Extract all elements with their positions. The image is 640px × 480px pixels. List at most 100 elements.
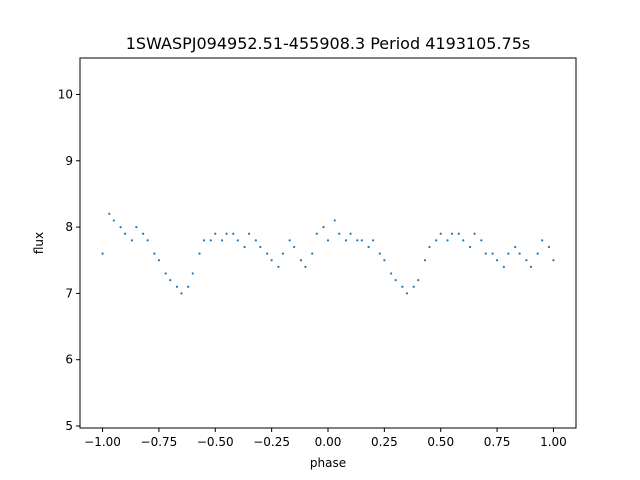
data-point xyxy=(536,252,539,255)
x-tick-label: 0.75 xyxy=(484,435,511,449)
data-point xyxy=(142,232,145,235)
data-point xyxy=(333,219,336,222)
data-point xyxy=(112,219,115,222)
data-point xyxy=(270,259,273,262)
data-point xyxy=(462,239,465,242)
data-point xyxy=(541,239,544,242)
data-point xyxy=(423,259,427,262)
data-point xyxy=(225,232,228,235)
data-point xyxy=(405,292,409,295)
data-point xyxy=(401,285,404,288)
data-point xyxy=(417,279,420,282)
data-point xyxy=(529,265,533,268)
x-tick-label: 0.50 xyxy=(427,435,454,449)
x-tick-label: 0.00 xyxy=(315,435,342,449)
data-point xyxy=(480,239,483,242)
data-point xyxy=(507,252,510,255)
data-point xyxy=(378,252,381,255)
data-point xyxy=(495,259,499,262)
x-axis: −1.00 −0.75 −0.50 −0.25 0.00 0.25 0.50 0.75 1.00 xyxy=(84,428,567,449)
data-point xyxy=(322,225,325,229)
data-point xyxy=(164,272,167,275)
data-point xyxy=(254,239,257,242)
data-point xyxy=(277,265,280,268)
data-point xyxy=(356,239,359,242)
data-point xyxy=(101,252,104,255)
data-point xyxy=(202,239,206,242)
data-point xyxy=(514,245,517,249)
data-point xyxy=(130,239,133,242)
data-point xyxy=(146,239,149,242)
data-point xyxy=(293,245,296,249)
chart-title: 1SWASPJ094952.51-455908.3 Period 4193105… xyxy=(126,34,531,53)
data-point xyxy=(457,232,460,235)
data-point xyxy=(439,232,442,235)
data-point xyxy=(525,259,528,262)
x-tick-label: −0.50 xyxy=(197,435,234,449)
data-point xyxy=(288,239,291,242)
y-tick-label: 7 xyxy=(65,286,73,300)
data-point xyxy=(169,279,172,282)
data-point xyxy=(338,232,341,235)
data-point xyxy=(259,245,262,249)
data-point xyxy=(157,259,161,262)
data-point xyxy=(315,232,318,235)
data-point xyxy=(394,279,397,282)
data-point xyxy=(191,272,194,275)
data-point xyxy=(232,232,235,235)
data-point xyxy=(360,239,363,242)
data-points xyxy=(101,212,555,295)
data-point xyxy=(450,232,454,235)
data-point xyxy=(243,245,246,249)
y-tick-label: 10 xyxy=(58,87,73,101)
data-point xyxy=(135,225,138,229)
x-tick-label: −0.25 xyxy=(253,435,290,449)
data-point xyxy=(281,252,285,255)
x-tick-label: −1.00 xyxy=(84,435,121,449)
data-point xyxy=(371,239,375,242)
data-point xyxy=(326,239,330,242)
data-point xyxy=(412,285,415,288)
y-axis-label: flux xyxy=(32,232,46,254)
data-point xyxy=(349,232,352,235)
data-point xyxy=(187,285,190,288)
y-tick-label: 6 xyxy=(65,353,73,367)
y-tick-label: 8 xyxy=(65,220,73,234)
data-point xyxy=(473,232,476,235)
data-point xyxy=(304,265,307,268)
data-point xyxy=(247,232,251,235)
data-point xyxy=(484,252,487,255)
data-point xyxy=(468,245,472,249)
y-axis: 5 6 7 8 9 10 xyxy=(58,87,80,433)
data-point xyxy=(175,285,179,288)
y-tick-label: 9 xyxy=(65,154,73,168)
data-point xyxy=(266,252,269,255)
y-tick-label: 5 xyxy=(65,419,73,433)
data-point xyxy=(367,245,370,249)
data-point xyxy=(446,239,449,242)
data-point xyxy=(383,259,386,262)
data-point xyxy=(344,239,348,242)
data-point xyxy=(518,252,521,255)
data-point xyxy=(390,272,393,275)
data-point xyxy=(502,265,505,268)
data-point xyxy=(547,245,551,249)
data-point xyxy=(153,252,156,255)
data-point xyxy=(236,239,239,242)
data-point xyxy=(214,232,217,235)
data-point xyxy=(119,225,122,229)
data-point xyxy=(220,239,224,242)
x-axis-label: phase xyxy=(310,456,346,470)
x-tick-label: −0.75 xyxy=(141,435,178,449)
data-point xyxy=(198,252,201,255)
data-point xyxy=(299,259,303,262)
data-point xyxy=(491,252,494,255)
data-point xyxy=(435,239,438,242)
data-point xyxy=(123,232,127,235)
x-tick-label: 1.00 xyxy=(540,435,567,449)
data-point xyxy=(108,212,111,215)
data-point xyxy=(180,292,183,295)
x-tick-label: 0.25 xyxy=(371,435,398,449)
